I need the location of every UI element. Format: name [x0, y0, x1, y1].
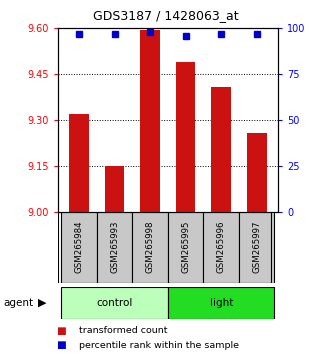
Text: ■: ■: [56, 326, 66, 336]
Bar: [105, 166, 124, 212]
Bar: [239, 212, 274, 283]
Bar: [204, 212, 239, 283]
Text: ■: ■: [56, 340, 66, 350]
Text: GDS3187 / 1428063_at: GDS3187 / 1428063_at: [93, 9, 238, 22]
Text: transformed count: transformed count: [79, 326, 168, 336]
Bar: [132, 212, 168, 283]
Bar: [70, 114, 89, 212]
Text: GSM265996: GSM265996: [217, 220, 226, 273]
Text: GSM265995: GSM265995: [181, 220, 190, 273]
Bar: [62, 287, 168, 319]
Bar: [212, 87, 231, 212]
Bar: [168, 212, 204, 283]
Text: control: control: [97, 298, 133, 308]
Bar: [247, 133, 266, 212]
Text: light: light: [210, 298, 233, 308]
Bar: [176, 62, 196, 212]
Text: ▶: ▶: [38, 298, 47, 308]
Bar: [97, 212, 132, 283]
Bar: [168, 287, 274, 319]
Text: GSM265993: GSM265993: [110, 220, 119, 273]
Text: GSM265998: GSM265998: [146, 220, 155, 273]
Bar: [140, 30, 160, 212]
Bar: [62, 212, 97, 283]
Text: agent: agent: [3, 298, 33, 308]
Text: GSM265984: GSM265984: [75, 220, 84, 273]
Text: percentile rank within the sample: percentile rank within the sample: [79, 341, 239, 350]
Text: GSM265997: GSM265997: [252, 220, 261, 273]
